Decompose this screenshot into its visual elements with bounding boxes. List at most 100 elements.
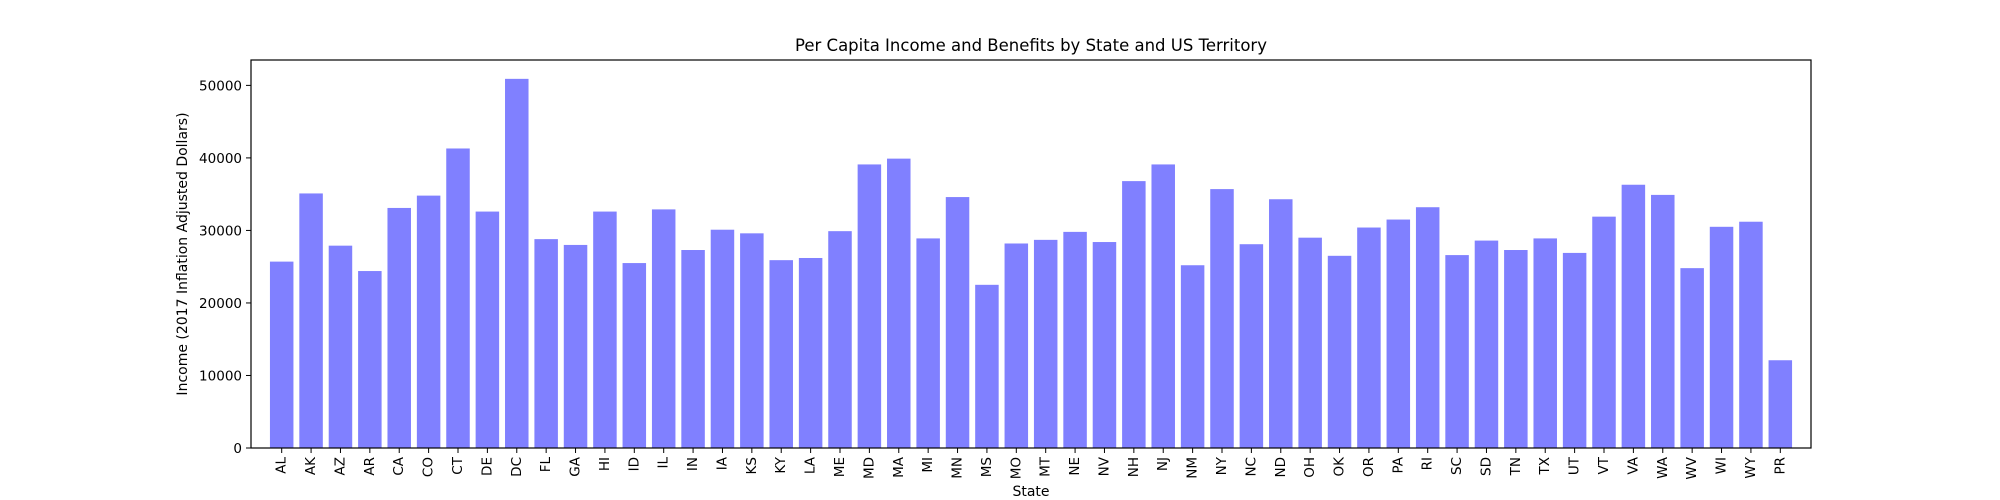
x-tick-label: NE [1067, 457, 1083, 476]
bar-az [328, 245, 353, 448]
plot-frame [250, 59, 1812, 449]
x-tick-label: PR [1772, 457, 1788, 475]
x-tick-label: CT [450, 456, 466, 474]
x-tick-label: MT [1038, 456, 1054, 477]
x-tick-label: SC [1449, 457, 1465, 475]
x-tick-label: ND [1273, 457, 1289, 478]
bar-mt [1033, 239, 1058, 448]
x-tick-label: MD [861, 457, 877, 479]
bar-wv [1680, 268, 1704, 448]
x-tick-label: TX [1537, 457, 1553, 476]
x-tick-label: MO [1008, 457, 1024, 479]
x-tick-label: MN [950, 457, 966, 479]
bar-de [475, 211, 500, 448]
bar-nh [1122, 181, 1146, 448]
x-tick-label: OK [1332, 456, 1348, 477]
bar-oh [1298, 237, 1322, 448]
bar-ia [710, 229, 735, 448]
y-tick-label: 50000 [199, 78, 242, 94]
bar-ak [299, 193, 323, 448]
bar-vt [1592, 216, 1616, 448]
bar-nj [1151, 164, 1175, 448]
x-tick-label: DC [509, 457, 525, 477]
bar-fl [534, 239, 558, 448]
y-tick-label: 30000 [199, 223, 242, 239]
bar-la [798, 257, 823, 448]
bar-nd [1269, 199, 1293, 448]
x-tick-label: GA [568, 456, 584, 476]
y-tick-label: 10000 [199, 368, 242, 384]
x-tick-label: MI [920, 457, 936, 473]
x-tick-label: CO [421, 457, 437, 477]
x-tick-label: ME [832, 457, 848, 477]
bar-me [828, 231, 852, 448]
x-tick-label: TN [1508, 457, 1524, 476]
bar-ms [975, 284, 999, 448]
x-tick-label: FL [538, 457, 554, 473]
x-tick-label: NC [1243, 457, 1259, 477]
x-tick-label: IA [714, 456, 730, 470]
bar-ok [1327, 255, 1352, 448]
x-tick-label: VA [1625, 456, 1641, 474]
x-tick-label: ID [626, 457, 642, 471]
bar-nv [1092, 242, 1117, 448]
bar-ky [769, 260, 793, 448]
bar-ca [387, 207, 411, 448]
bar-ma [887, 158, 911, 448]
x-tick-label: OR [1361, 457, 1377, 477]
x-tick-label: AZ [332, 457, 348, 475]
bars-layer [269, 78, 1793, 449]
bar-dc [505, 78, 529, 448]
bar-nm [1180, 265, 1205, 448]
x-axis: AL AK AZ AR CA CO CT DE DC FL GA HI ID IL IN IA KS KY LA ME… [274, 448, 1788, 480]
y-axis: 0 10000 20000 30000 40000 50000 [199, 78, 251, 457]
x-tick-label: NM [1185, 457, 1201, 479]
y-tick-label: 40000 [199, 151, 242, 167]
bar-tn [1504, 250, 1528, 448]
y-tick-label: 20000 [199, 296, 242, 312]
bar-ny [1210, 189, 1234, 448]
x-tick-label: DE [479, 457, 495, 476]
x-tick-label: WV [1684, 456, 1700, 479]
x-tick-label: UT [1567, 456, 1583, 475]
x-tick-label: MS [979, 457, 995, 477]
x-tick-label: AR [362, 457, 378, 476]
x-tick-label: PA [1390, 456, 1406, 473]
bar-va [1621, 184, 1646, 449]
x-tick-label: OH [1302, 457, 1318, 478]
bar-or [1357, 227, 1381, 448]
x-tick-label: WI [1714, 457, 1730, 474]
x-tick-label: IL [656, 457, 672, 469]
x-tick-label: NV [1096, 456, 1112, 476]
x-tick-label: VT [1596, 456, 1612, 474]
bar-in [681, 250, 705, 448]
bar-pa [1386, 219, 1411, 448]
x-tick-label: NJ [1155, 457, 1171, 471]
x-tick-label: RI [1420, 457, 1436, 470]
bar-sd [1474, 240, 1499, 448]
x-tick-label: NH [1126, 457, 1142, 477]
chart-title: Per Capita Income and Benefits by State … [795, 36, 1267, 55]
x-tick-label: WA [1655, 456, 1671, 479]
bar-ri [1415, 207, 1440, 448]
bar-ut [1562, 252, 1587, 448]
bar-wy [1739, 221, 1763, 448]
x-tick-label: LA [803, 456, 819, 474]
bar-ct [446, 148, 470, 448]
x-tick-label: MA [891, 456, 907, 478]
y-axis-title: Income (2017 Inflation Adjusted Dollars) [175, 112, 191, 395]
bar-pr [1768, 360, 1793, 448]
bar-md [857, 164, 882, 448]
y-tick-label: 0 [233, 441, 242, 457]
bar-hi [593, 211, 617, 448]
x-tick-label: NY [1214, 456, 1230, 475]
bar-sc [1445, 255, 1469, 448]
x-tick-label: SD [1478, 457, 1494, 476]
x-tick-label: AK [303, 456, 319, 475]
bar-al [269, 261, 294, 448]
x-tick-label: AL [274, 457, 290, 474]
bar-co [416, 195, 441, 448]
x-tick-label: IN [685, 457, 701, 471]
bar-tx [1533, 238, 1557, 448]
